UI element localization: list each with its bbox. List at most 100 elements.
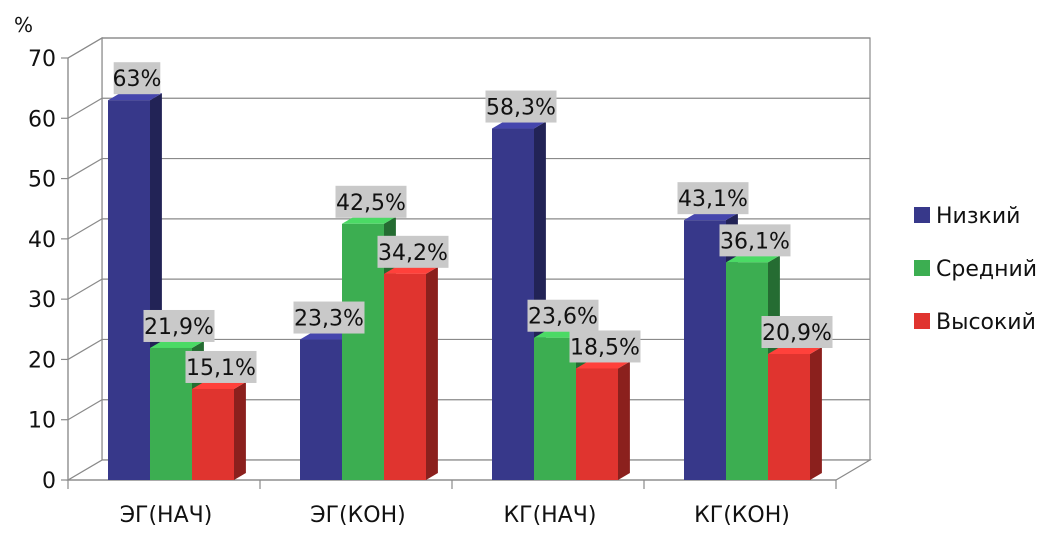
bar-top: [768, 347, 822, 355]
legend-item: Низкий: [914, 204, 1020, 229]
data-label-text: 15,1%: [186, 356, 256, 381]
gridline: [67, 157, 870, 180]
bar: [576, 361, 630, 480]
bar-top: [576, 361, 630, 369]
bar-front: [108, 100, 150, 480]
data-label-text: 43,1%: [678, 187, 748, 212]
category-labels: ЭГ(НАЧ) ЭГ(КОН) КГ(НАЧ) КГ(КОН): [120, 503, 790, 528]
legend: Низкий Средний Высокий: [914, 204, 1037, 335]
y-tick-label: 70: [28, 47, 56, 72]
category-label: ЭГ(КОН): [310, 503, 405, 528]
data-label-box: [569, 330, 641, 363]
legend-swatch: [914, 207, 930, 223]
data-label-box: [335, 185, 407, 218]
data-labels: 63% 21,9% 15,1% 23,3% 42,5% 34,2% 58,3% 23,6% 18…: [113, 62, 833, 383]
y-tick-label: 30: [28, 288, 56, 313]
data-label-box: [719, 224, 791, 257]
data-label-box: [185, 350, 257, 383]
data-label: 34,2%: [377, 235, 449, 268]
bar-front: [576, 368, 618, 480]
y-tick-label: 50: [28, 168, 56, 193]
bar-side: [618, 361, 630, 480]
data-label-box: [485, 90, 557, 123]
data-label: 36,1%: [719, 224, 791, 257]
data-label-text: 23,6%: [528, 305, 598, 330]
bar: [384, 266, 438, 480]
data-label: 15,1%: [185, 350, 257, 383]
gridline: [67, 218, 870, 240]
bar-side: [810, 347, 822, 480]
gridline: [67, 37, 870, 59]
data-label-box: [527, 299, 599, 332]
bar-top: [108, 93, 162, 101]
category-label: КГ(КОН): [694, 503, 790, 528]
data-label-text: 63%: [113, 67, 162, 92]
side-wall: [67, 36, 103, 482]
data-label: 63%: [113, 62, 162, 95]
bar-top: [684, 213, 738, 221]
bar-front: [342, 223, 384, 481]
bar-side: [234, 381, 246, 480]
bar-front: [534, 337, 576, 480]
bar-side: [426, 266, 438, 480]
data-label: 23,6%: [527, 299, 599, 332]
data-label-text: 58,3%: [486, 96, 556, 121]
legend-label: Высокий: [936, 310, 1036, 335]
bar-front: [192, 388, 234, 480]
bar-top: [300, 332, 354, 340]
bar-top: [492, 121, 546, 129]
bar: [768, 347, 822, 480]
category-label: КГ(НАЧ): [504, 503, 597, 528]
bar-front: [768, 354, 810, 480]
data-label-box: [761, 316, 833, 349]
bar-front: [492, 128, 534, 480]
bar-top: [384, 266, 438, 274]
gridline: [67, 278, 870, 300]
data-label: 21,9%: [143, 309, 215, 342]
bar-front: [150, 347, 192, 480]
bar-top: [342, 216, 396, 224]
legend-swatch: [914, 260, 930, 276]
data-label-text: 18,5%: [570, 335, 640, 360]
y-tick-label: 20: [28, 348, 56, 373]
data-label-text: 42,5%: [336, 191, 406, 216]
legend-swatch: [914, 313, 930, 329]
data-label: 42,5%: [335, 185, 407, 218]
data-label-text: 20,9%: [762, 321, 832, 346]
bar-front: [384, 273, 426, 480]
bar-top: [192, 381, 246, 389]
y-tick-label: 0: [42, 469, 56, 494]
bar-top: [726, 255, 780, 263]
data-label-text: 21,9%: [144, 315, 214, 340]
data-label: 43,1%: [677, 182, 749, 215]
y-tick-label: 60: [28, 107, 56, 132]
bar-front: [300, 339, 342, 480]
legend-label: Средний: [936, 257, 1037, 282]
data-label-box: [677, 182, 749, 215]
y-tick-label: 10: [28, 409, 56, 434]
bar: [108, 93, 162, 480]
data-label: 20,9%: [761, 316, 833, 349]
legend-item: Высокий: [914, 310, 1036, 335]
data-label-box: [143, 309, 215, 342]
bar: [192, 381, 246, 480]
data-label-text: 34,2%: [378, 241, 448, 266]
bar-front: [726, 262, 768, 480]
data-label: 18,5%: [569, 330, 641, 363]
bar-top: [150, 340, 204, 348]
bars: [108, 93, 822, 481]
gridline: [67, 97, 870, 119]
data-label-box: [293, 301, 365, 334]
category-label: ЭГ(НАЧ): [120, 503, 213, 528]
legend-item: Средний: [914, 257, 1037, 282]
data-label-text: 23,3%: [294, 307, 364, 332]
y-axis-unit-label: %: [14, 13, 33, 37]
y-tick-labels: 0 10 20 30 40 50 60 70: [28, 47, 56, 494]
legend-label: Низкий: [936, 204, 1020, 229]
bar-front: [684, 220, 726, 480]
data-label-box: [113, 62, 161, 95]
data-label: 58,3%: [485, 90, 557, 123]
data-label-text: 36,1%: [720, 229, 790, 254]
y-tick-label: 40: [28, 228, 56, 253]
